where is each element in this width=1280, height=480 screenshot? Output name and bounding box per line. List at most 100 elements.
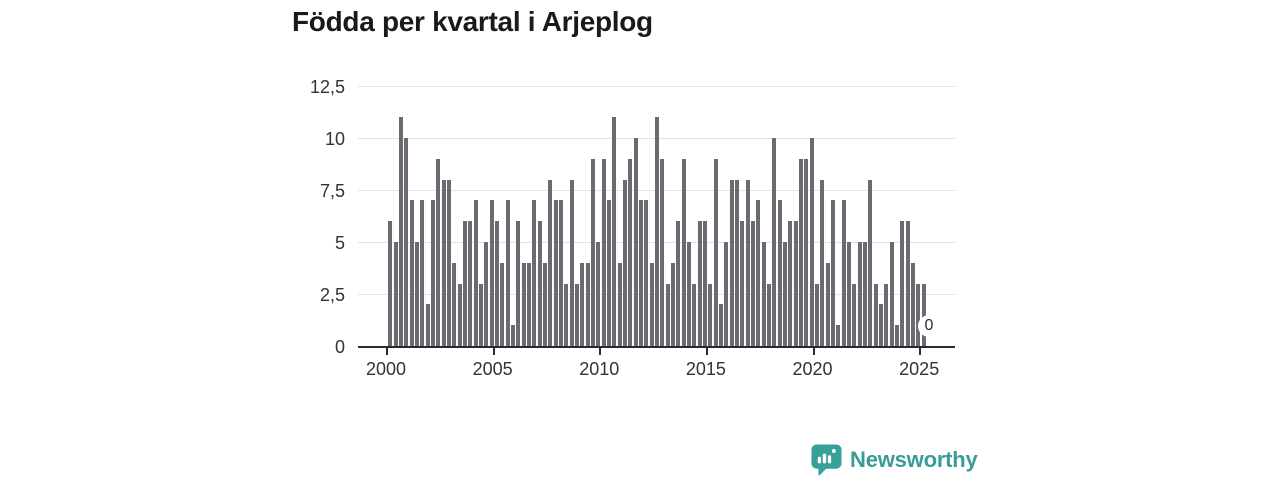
bar	[638, 200, 644, 346]
bar	[521, 262, 526, 346]
bar	[409, 200, 414, 346]
x-axis-tick	[386, 347, 388, 355]
x-axis-tick	[812, 347, 815, 355]
bar	[574, 283, 580, 346]
bar	[857, 242, 862, 346]
y-axis-tick-label: 5	[334, 233, 345, 253]
bar	[772, 138, 777, 346]
x-axis-tick-label: 2025	[899, 359, 940, 379]
y-axis-tick-label: 2,5	[319, 285, 345, 305]
bar	[676, 221, 681, 346]
y-axis-tick-label: 12,5	[309, 77, 345, 97]
bar	[580, 262, 585, 346]
bar	[846, 242, 852, 346]
bar	[462, 221, 468, 346]
bar	[617, 262, 622, 346]
x-axis-tick-label: 2005	[472, 359, 513, 379]
bar	[798, 158, 804, 346]
bar	[484, 242, 489, 346]
bar	[894, 325, 900, 346]
bar	[414, 242, 420, 346]
x-axis-tick-label: 2010	[579, 359, 620, 379]
bar	[697, 221, 702, 346]
x-axis-tick	[492, 347, 495, 355]
bar	[756, 200, 761, 346]
bar	[734, 179, 740, 346]
page-title: Födda per kvartal i Arjeplog	[292, 6, 653, 37]
bar	[596, 242, 601, 346]
bar	[830, 200, 836, 346]
bar	[612, 117, 617, 346]
bar	[788, 221, 793, 346]
bar	[665, 283, 670, 346]
bar	[404, 138, 409, 346]
bar	[494, 221, 500, 346]
bar	[452, 262, 457, 346]
bar	[910, 262, 916, 346]
bar	[628, 158, 633, 346]
bar	[420, 200, 425, 346]
bar	[649, 262, 654, 346]
bar	[729, 179, 734, 346]
bar	[745, 179, 750, 346]
bar	[558, 200, 564, 346]
bar	[446, 179, 452, 346]
bar	[633, 138, 638, 346]
bar	[526, 262, 532, 346]
bar	[436, 158, 441, 346]
bar	[820, 179, 825, 346]
bar	[473, 200, 478, 346]
bar	[889, 242, 894, 346]
brand-link[interactable]: Newsworthy	[810, 443, 978, 477]
bar	[670, 262, 676, 346]
bar	[585, 262, 590, 346]
bar	[516, 221, 521, 346]
bar	[654, 117, 660, 346]
y-axis-tick-label: 7,5	[319, 181, 345, 201]
bar	[718, 304, 724, 346]
bar	[393, 242, 398, 346]
bar	[713, 158, 718, 346]
bar	[782, 242, 788, 346]
annotation-label: 0	[924, 317, 934, 334]
brand-name: Newsworthy	[850, 447, 978, 472]
bar	[862, 242, 868, 346]
newsworthy-logo-icon	[810, 443, 843, 477]
bar	[548, 179, 553, 346]
y-axis-tick-label: 0	[334, 337, 345, 357]
bar	[777, 200, 782, 346]
last-value-annotation: 0	[917, 315, 940, 337]
x-axis-tick-label: 2020	[792, 359, 833, 379]
bar	[868, 179, 873, 346]
bar	[590, 158, 596, 346]
plot-area: 0	[358, 86, 955, 355]
bar	[478, 283, 484, 346]
x-axis-tick-label: 2015	[685, 359, 726, 379]
bar	[724, 242, 729, 346]
bar	[825, 262, 830, 346]
bar	[660, 158, 665, 346]
bar	[809, 138, 814, 346]
bar	[921, 283, 926, 346]
bar	[750, 221, 756, 346]
bar	[644, 200, 649, 346]
bar	[532, 200, 537, 346]
bar	[873, 283, 878, 346]
gridline	[358, 86, 955, 87]
bar	[766, 283, 772, 346]
bar	[692, 283, 697, 346]
bar	[601, 158, 606, 346]
bar	[430, 200, 436, 346]
bar	[489, 200, 494, 346]
bar	[510, 325, 516, 346]
bar	[681, 158, 686, 346]
bar	[542, 262, 548, 346]
bar	[708, 283, 713, 346]
x-axis-tick-label: 2000	[365, 359, 407, 379]
bar	[388, 221, 393, 346]
x-axis-tick	[599, 347, 602, 355]
bar	[441, 179, 446, 346]
bar	[905, 221, 910, 346]
bar	[836, 325, 841, 346]
